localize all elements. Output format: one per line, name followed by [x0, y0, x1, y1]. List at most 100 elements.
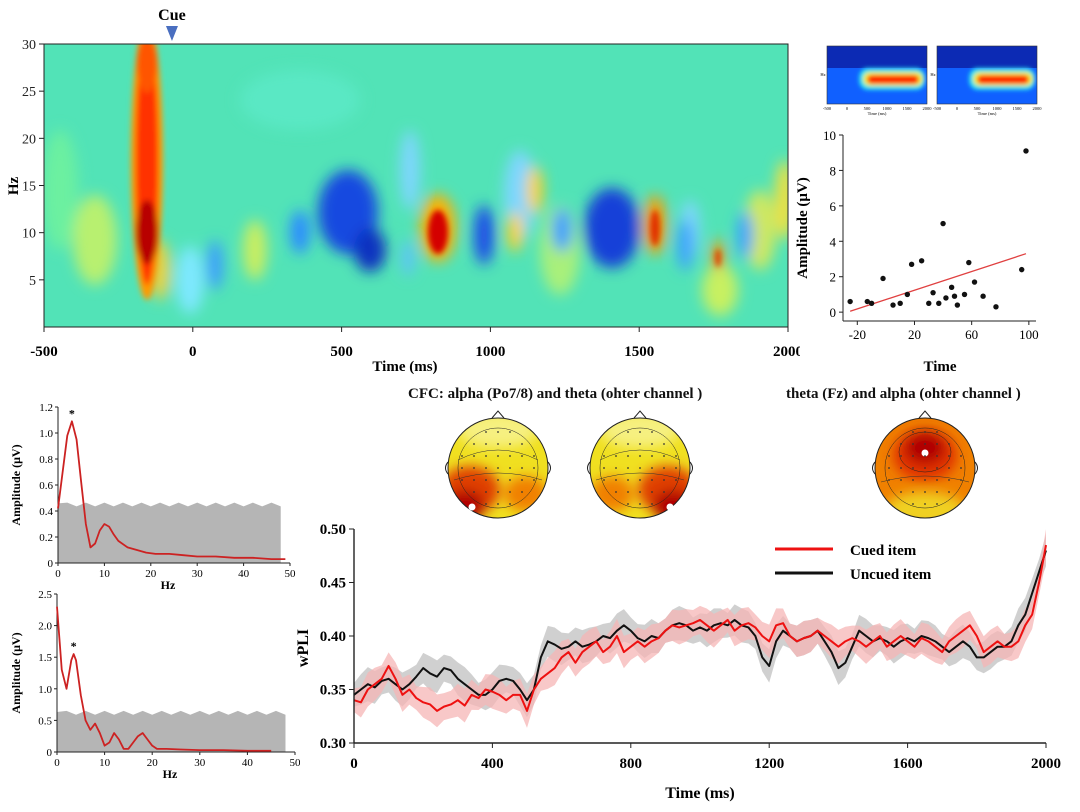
electrode-dot: [900, 467, 902, 469]
spectrogram-patch: [176, 246, 204, 314]
scatter-point: [926, 300, 932, 306]
legend-label-uncued: Uncued item: [850, 567, 932, 583]
electrode-dot: [651, 431, 653, 433]
electrode-dot: [473, 455, 475, 457]
topomap-right: [587, 410, 693, 519]
x-tick-label: 1600: [893, 756, 923, 772]
y-tick-label: 0.50: [320, 522, 346, 538]
scatter-point: [940, 220, 946, 227]
electrode-dot: [497, 443, 499, 445]
electrode-marker: [468, 503, 476, 511]
electrode-dot: [509, 431, 511, 433]
spectrogram-patch: [137, 44, 157, 93]
scatter-point: [954, 302, 961, 308]
electrode-dot: [888, 479, 890, 481]
scatter-point: [936, 300, 942, 306]
y-tick-label: 2.0: [38, 621, 52, 633]
electrode-dot: [639, 479, 641, 481]
electrode-dot: [485, 467, 487, 469]
y-tick-label: 0.30: [320, 736, 346, 752]
thumbnail-axis-label: 0: [956, 106, 959, 111]
spectrum-panel-1: 0 10 20 30 40 50 0 0.2 0.4 0.6 0.8 1.0 1.2 * Hz Amplitu…: [9, 402, 296, 590]
wpli-xlabel: Time (ms): [665, 785, 734, 802]
spectrogram-patch: [737, 211, 753, 259]
scatter-xlabel: Time: [923, 359, 956, 375]
thumbnail-right: -500 0 500 1000 1500 2000 Time (ms) Hz: [930, 45, 1042, 116]
electrode-dot: [651, 503, 653, 505]
thumbnail-axis-label: -500: [933, 106, 942, 111]
thumbnail-axis-label: 500: [864, 106, 872, 111]
scatter-point: [951, 293, 958, 299]
scatter-point: [847, 298, 853, 305]
y-tick-label: 5: [29, 274, 36, 289]
electrode-dot: [473, 479, 475, 481]
x-tick-label: 800: [620, 756, 643, 772]
spectrogram-patch: [400, 130, 420, 210]
y-tick-label: 2: [830, 270, 837, 285]
electrode-dot: [639, 491, 641, 493]
scatter-point: [961, 291, 968, 298]
significance-star: *: [69, 406, 75, 420]
electrode-dot: [603, 455, 605, 457]
spectrogram-patch: [715, 249, 721, 267]
electrode-dot: [936, 455, 938, 457]
y-tick-label: 0: [48, 558, 54, 570]
electrode-dot: [675, 455, 677, 457]
thumbnail-pair: -500 0 500 1000 1500 2000 Time (ms) Hz -…: [820, 45, 1042, 116]
y-tick-label: 1.0: [39, 428, 53, 440]
significance-star: *: [71, 639, 77, 653]
wpli-panel: 0 400 800 1200 1600 2000 0.30 0.35 0.40 0.45 0.50 T…: [295, 522, 1061, 802]
electrode-dot: [497, 467, 499, 469]
electrode-dot: [888, 467, 890, 469]
spectrum-xlabel: Hz: [163, 767, 178, 781]
electrode-dot: [651, 443, 653, 445]
thumbnail-axis-label: 500: [974, 106, 982, 111]
topomap-row: [445, 410, 978, 519]
y-tick-label: 0.4: [39, 506, 53, 518]
thumbnail-axis-label: 0: [846, 106, 849, 111]
electrode-dot: [485, 479, 487, 481]
electrode-dot: [948, 455, 950, 457]
y-tick-label: 0.5: [38, 715, 52, 727]
y-tick-label: 10: [22, 227, 36, 242]
scatter-point: [897, 300, 903, 306]
thumbnail-xlabel: Time (ms): [978, 111, 997, 116]
x-tick-label: 40: [238, 568, 250, 580]
electrode-dot: [521, 467, 523, 469]
surrogate-band: [58, 502, 281, 563]
y-tick-label: 0: [47, 747, 53, 759]
scatter-point: [1023, 148, 1029, 154]
spectrogram-patch: [527, 166, 543, 214]
electrode-dot: [924, 503, 926, 505]
electrode-dot: [521, 455, 523, 457]
x-tick-label: 100: [1019, 327, 1039, 342]
y-tick-label: 1.5: [38, 652, 52, 664]
electrode-dot: [912, 443, 914, 445]
electrode-dot: [663, 491, 665, 493]
spectrogram-patch: [136, 200, 158, 264]
y-tick-label: 25: [22, 85, 36, 100]
electrode-marker: [921, 449, 929, 457]
y-tick-label: 10: [823, 128, 836, 143]
electrode-dot: [639, 443, 641, 445]
electrode-dot: [912, 455, 914, 457]
thumbnail-xlabel: Time (ms): [868, 111, 887, 116]
spectrogram-ylabel: Hz: [6, 176, 22, 195]
spectrogram-patch: [744, 190, 776, 270]
thumbnail-left: -500 0 500 1000 1500 2000 Time (ms) Hz: [820, 45, 932, 116]
x-tick-label: 1200: [754, 756, 784, 772]
electrode-dot: [663, 479, 665, 481]
electrode-dot: [924, 455, 926, 457]
electrode-dot: [627, 467, 629, 469]
electrode-dot: [497, 491, 499, 493]
electrode-dot: [900, 491, 902, 493]
electrode-dot: [936, 479, 938, 481]
electrode-dot: [675, 467, 677, 469]
electrode-dot: [639, 455, 641, 457]
spectrum-line: [56, 606, 272, 752]
spectrogram-patch: [584, 188, 640, 268]
electrode-dot: [461, 455, 463, 457]
electrode-dot: [924, 479, 926, 481]
y-tick-label: 0.8: [39, 454, 53, 466]
y-tick-label: 0.2: [39, 532, 53, 544]
